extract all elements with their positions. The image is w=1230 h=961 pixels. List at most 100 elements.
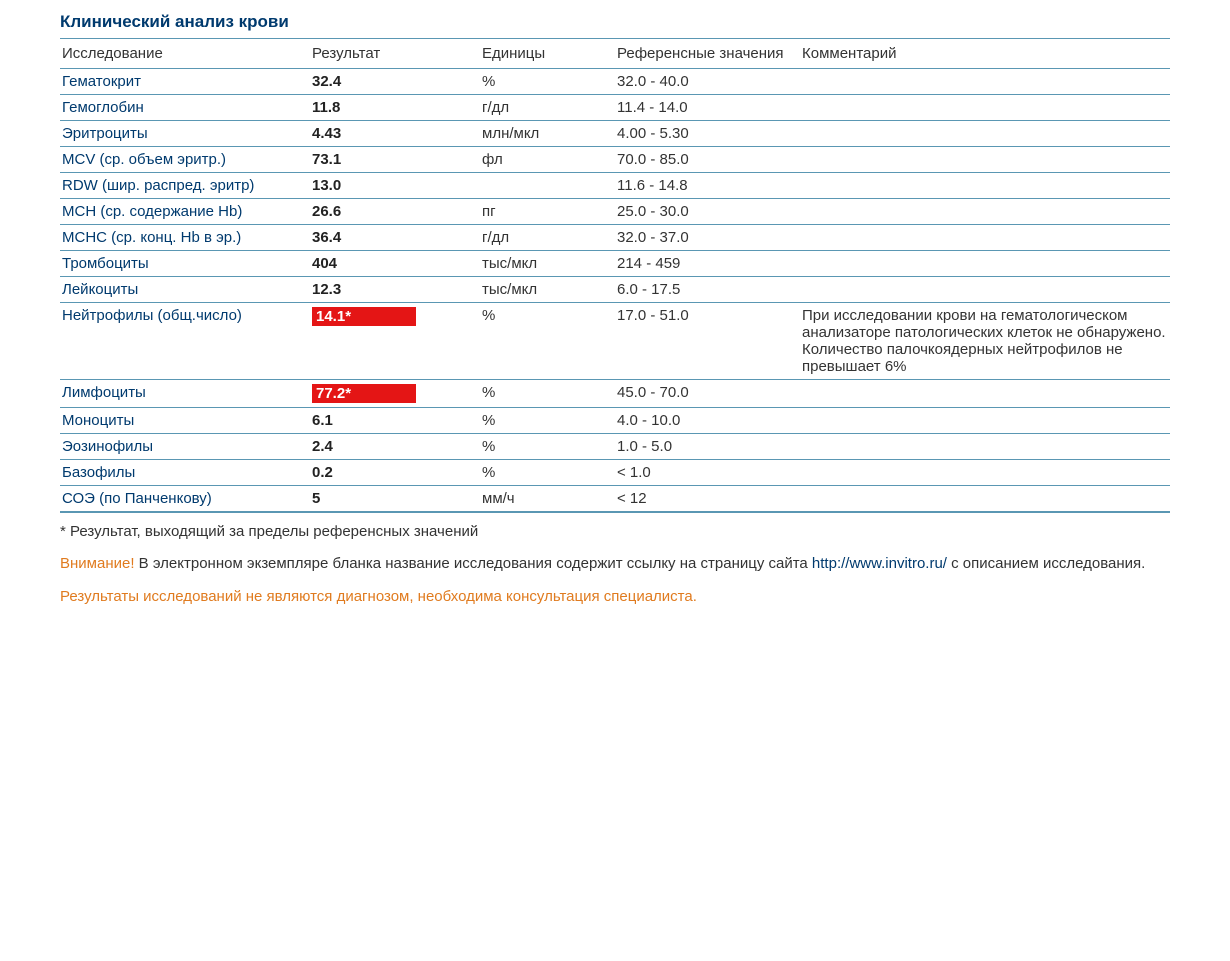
test-units: % <box>480 380 615 408</box>
test-name[interactable]: Лейкоциты <box>60 277 310 303</box>
test-reference: 70.0 - 85.0 <box>615 147 800 173</box>
test-reference: 11.6 - 14.8 <box>615 173 800 199</box>
test-reference: 4.00 - 5.30 <box>615 121 800 147</box>
test-reference: 214 - 459 <box>615 251 800 277</box>
test-result: 4.43 <box>310 121 480 147</box>
footnote-out-of-range: * Результат, выходящий за пределы рефере… <box>60 523 1170 540</box>
test-reference: 4.0 - 10.0 <box>615 408 800 434</box>
test-name[interactable]: Гематокрит <box>60 69 310 95</box>
test-units: тыс/мкл <box>480 251 615 277</box>
test-units: % <box>480 434 615 460</box>
test-result: 26.6 <box>310 199 480 225</box>
out-of-range-badge: 77.2* <box>312 384 416 403</box>
out-of-range-badge: 14.1* <box>312 307 416 326</box>
test-name[interactable]: Эритроциты <box>60 121 310 147</box>
test-reference: < 12 <box>615 486 800 513</box>
test-comment <box>800 199 1170 225</box>
test-name[interactable]: Лимфоциты <box>60 380 310 408</box>
test-result: 6.1 <box>310 408 480 434</box>
test-name[interactable]: Гемоглобин <box>60 95 310 121</box>
table-row: Эритроциты4.43млн/мкл4.00 - 5.30 <box>60 121 1170 147</box>
table-row: MCH (ср. содержание Hb)26.6пг25.0 - 30.0 <box>60 199 1170 225</box>
test-comment <box>800 434 1170 460</box>
test-comment <box>800 121 1170 147</box>
test-name[interactable]: RDW (шир. распред. эритр) <box>60 173 310 199</box>
test-result: 14.1* <box>310 303 480 380</box>
test-comment <box>800 460 1170 486</box>
test-comment: При исследовании крови на гематологическ… <box>800 303 1170 380</box>
test-name[interactable]: СОЭ (по Панченкову) <box>60 486 310 513</box>
table-row: Лимфоциты77.2*%45.0 - 70.0 <box>60 380 1170 408</box>
test-result: 77.2* <box>310 380 480 408</box>
test-comment <box>800 95 1170 121</box>
test-result: 32.4 <box>310 69 480 95</box>
test-reference: < 1.0 <box>615 460 800 486</box>
test-units: тыс/мкл <box>480 277 615 303</box>
test-comment <box>800 147 1170 173</box>
test-name[interactable]: MCH (ср. содержание Hb) <box>60 199 310 225</box>
test-result: 404 <box>310 251 480 277</box>
test-comment <box>800 486 1170 513</box>
test-units: пг <box>480 199 615 225</box>
test-comment <box>800 251 1170 277</box>
col-header-units: Единицы <box>480 39 615 69</box>
table-row: Эозинофилы2.4%1.0 - 5.0 <box>60 434 1170 460</box>
attention-label: Внимание! <box>60 555 135 572</box>
test-units: фл <box>480 147 615 173</box>
test-result: 36.4 <box>310 225 480 251</box>
col-header-result: Результат <box>310 39 480 69</box>
test-units: % <box>480 408 615 434</box>
test-comment <box>800 225 1170 251</box>
table-row: Тромбоциты404тыс/мкл214 - 459 <box>60 251 1170 277</box>
test-units: % <box>480 69 615 95</box>
table-row: RDW (шир. распред. эритр)13.011.6 - 14.8 <box>60 173 1170 199</box>
test-units: % <box>480 460 615 486</box>
table-row: MCHC (ср. конц. Hb в эр.)36.4г/дл32.0 - … <box>60 225 1170 251</box>
report-title: Клинический анализ крови <box>60 12 1170 38</box>
test-units: % <box>480 303 615 380</box>
table-row: Нейтрофилы (общ.число)14.1*%17.0 - 51.0П… <box>60 303 1170 380</box>
test-name[interactable]: MCV (ср. объем эритр.) <box>60 147 310 173</box>
test-name[interactable]: Моноциты <box>60 408 310 434</box>
test-reference: 6.0 - 17.5 <box>615 277 800 303</box>
test-reference: 45.0 - 70.0 <box>615 380 800 408</box>
test-units: мм/ч <box>480 486 615 513</box>
test-name[interactable]: Эозинофилы <box>60 434 310 460</box>
notice-text-before: В электронном экземпляре бланка название… <box>135 555 812 572</box>
test-name[interactable]: Нейтрофилы (общ.число) <box>60 303 310 380</box>
col-header-comment: Комментарий <box>800 39 1170 69</box>
test-reference: 32.0 - 37.0 <box>615 225 800 251</box>
test-name[interactable]: Тромбоциты <box>60 251 310 277</box>
test-units <box>480 173 615 199</box>
test-result: 0.2 <box>310 460 480 486</box>
test-reference: 32.0 - 40.0 <box>615 69 800 95</box>
test-units: г/дл <box>480 95 615 121</box>
test-name[interactable]: Базофилы <box>60 460 310 486</box>
notice-text-after: с описанием исследования. <box>947 555 1145 572</box>
notice-link[interactable]: http://www.invitro.ru/ <box>812 555 947 572</box>
table-row: СОЭ (по Панченкову)5мм/ч< 12 <box>60 486 1170 513</box>
test-units: млн/мкл <box>480 121 615 147</box>
test-comment <box>800 277 1170 303</box>
table-row: Моноциты6.1%4.0 - 10.0 <box>60 408 1170 434</box>
col-header-reference: Референсные значения <box>615 39 800 69</box>
test-comment <box>800 408 1170 434</box>
test-result: 73.1 <box>310 147 480 173</box>
test-reference: 11.4 - 14.0 <box>615 95 800 121</box>
table-row: Гемоглобин11.8г/дл11.4 - 14.0 <box>60 95 1170 121</box>
disclaimer-text: Результаты исследований не являются диаг… <box>60 588 1170 605</box>
table-row: Лейкоциты12.3тыс/мкл6.0 - 17.5 <box>60 277 1170 303</box>
table-header-row: Исследование Результат Единицы Референсн… <box>60 39 1170 69</box>
col-header-name: Исследование <box>60 39 310 69</box>
test-name[interactable]: MCHC (ср. конц. Hb в эр.) <box>60 225 310 251</box>
test-result: 5 <box>310 486 480 513</box>
test-result: 12.3 <box>310 277 480 303</box>
table-row: Гематокрит32.4%32.0 - 40.0 <box>60 69 1170 95</box>
table-row: MCV (ср. объем эритр.)73.1фл70.0 - 85.0 <box>60 147 1170 173</box>
test-result: 11.8 <box>310 95 480 121</box>
test-reference: 17.0 - 51.0 <box>615 303 800 380</box>
table-row: Базофилы0.2%< 1.0 <box>60 460 1170 486</box>
results-table: Исследование Результат Единицы Референсн… <box>60 38 1170 513</box>
test-result: 2.4 <box>310 434 480 460</box>
test-comment <box>800 69 1170 95</box>
